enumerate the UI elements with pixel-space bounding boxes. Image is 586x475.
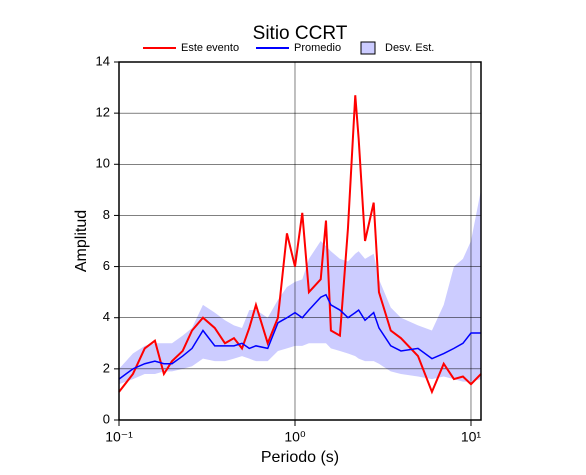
y-tick-label: 14	[96, 53, 110, 68]
x-axis-label: Periodo (s)	[261, 449, 339, 466]
legend-label: Este evento	[181, 42, 239, 54]
legend-swatch	[360, 41, 376, 55]
y-tick-label: 6	[103, 258, 110, 273]
legend-label: Promedio	[294, 42, 341, 54]
x-tick-label: 10¹	[461, 429, 482, 445]
y-tick-label: 8	[103, 207, 110, 222]
y-tick-label: 0	[103, 411, 110, 426]
series-line	[118, 95, 482, 395]
series-line	[118, 293, 481, 380]
legend-label: Desv. Est.	[385, 42, 434, 54]
chart-title: Sitio CCRT	[253, 23, 348, 44]
y-tick-label: 10	[96, 156, 110, 171]
y-tick-label: 12	[96, 105, 110, 120]
x-tick-label: 10⁻¹	[105, 429, 133, 445]
y-tick-label: 4	[103, 309, 110, 324]
plot-frame	[118, 61, 482, 421]
y-axis-label: Amplitud	[73, 210, 90, 272]
x-tick-label: 10⁰	[284, 429, 306, 445]
y-tick-label: 2	[103, 360, 110, 375]
std-band	[119, 189, 481, 385]
